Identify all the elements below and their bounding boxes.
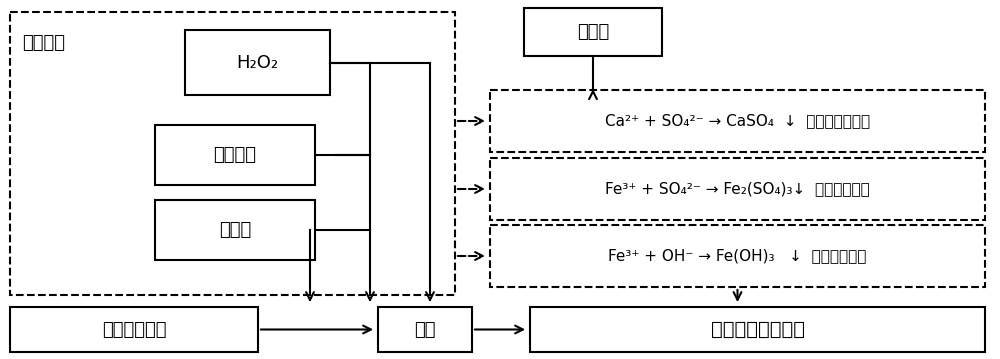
Bar — [378, 307, 472, 352]
Bar — [524, 8, 662, 56]
Bar — [155, 125, 315, 185]
Text: 浓硫酸: 浓硫酸 — [219, 221, 251, 239]
Text: 硫酸亚铁: 硫酸亚铁 — [214, 146, 256, 164]
Text: H₂O₂: H₂O₂ — [236, 53, 279, 71]
Text: Ca²⁺ + SO₄²⁻ → CaSO₄  ↓  （垢吸附加重）: Ca²⁺ + SO₄²⁻ → CaSO₄ ↓ （垢吸附加重） — [605, 113, 870, 129]
Bar — [490, 225, 985, 287]
Bar — [185, 30, 330, 95]
Text: 废弃钻井泥浆: 废弃钻井泥浆 — [102, 321, 166, 339]
Text: 芬顿体系: 芬顿体系 — [22, 34, 65, 52]
Bar — [10, 12, 455, 295]
Bar — [530, 307, 985, 352]
Text: Fe³⁺ + SO₄²⁻ → Fe₂(SO₄)₃↓  （聚合絮凝）: Fe³⁺ + SO₄²⁻ → Fe₂(SO₄)₃↓ （聚合絮凝） — [605, 182, 870, 196]
Text: 氧化钙: 氧化钙 — [577, 23, 609, 41]
Text: 聚结、沉积、脱水: 聚结、沉积、脱水 — [710, 320, 804, 339]
Bar — [155, 200, 315, 260]
Text: Fe³⁺ + OH⁻ → Fe(OH)₃   ↓  （聚合絮凝）: Fe³⁺ + OH⁻ → Fe(OH)₃ ↓ （聚合絮凝） — [608, 248, 867, 264]
Text: 失稳: 失稳 — [414, 321, 436, 339]
Bar — [490, 158, 985, 220]
Bar — [10, 307, 258, 352]
Bar — [490, 90, 985, 152]
